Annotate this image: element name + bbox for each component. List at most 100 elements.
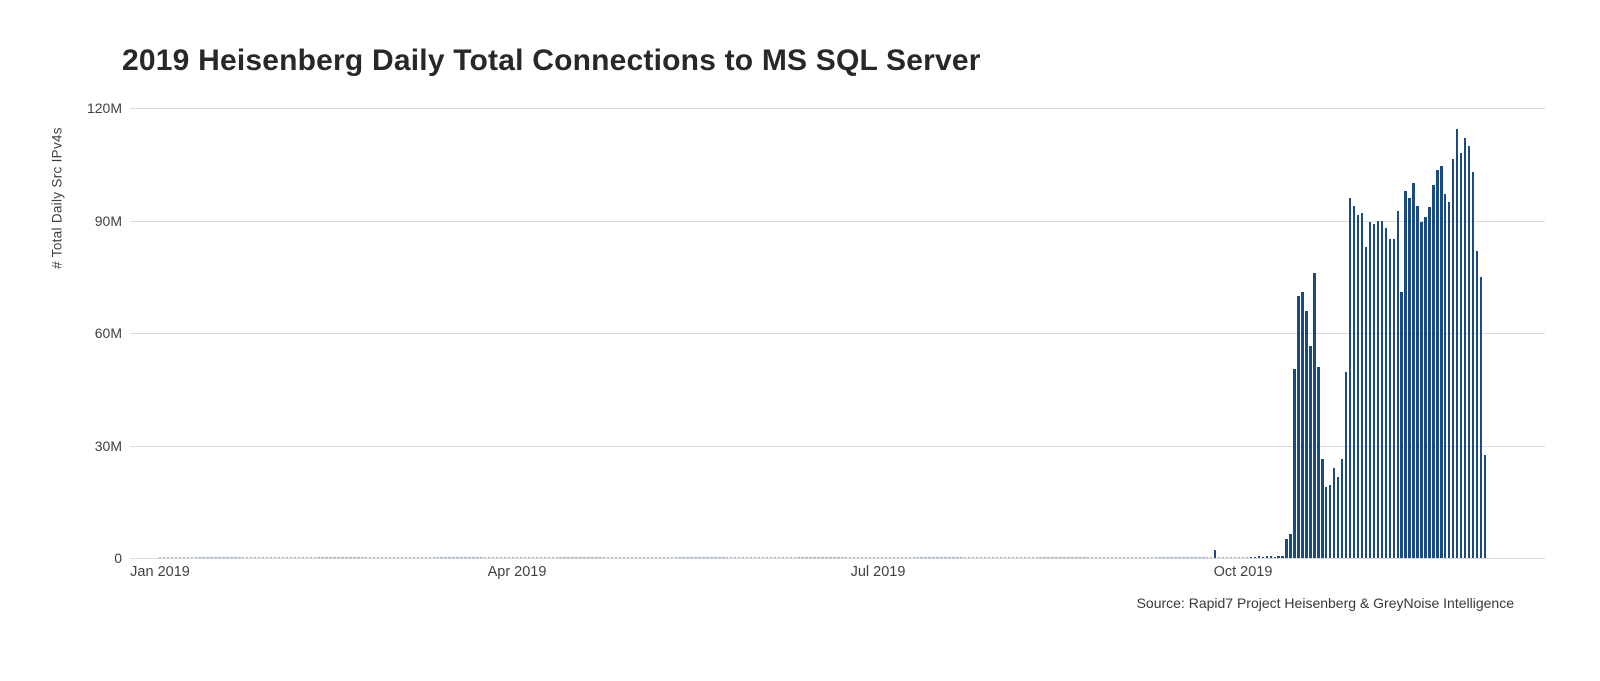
daily-bar <box>1206 557 1209 558</box>
daily-bar <box>206 557 209 558</box>
daily-bar <box>1134 557 1138 558</box>
daily-bar <box>531 557 535 558</box>
daily-bar <box>1015 557 1019 558</box>
daily-bar <box>1198 557 1201 558</box>
daily-bar <box>1114 557 1118 558</box>
daily-bar <box>583 557 586 558</box>
daily-bar <box>1376 220 1380 558</box>
daily-bar <box>964 557 967 558</box>
daily-bar <box>1182 557 1185 558</box>
daily-bar <box>979 557 983 558</box>
daily-bar <box>218 557 221 558</box>
daily-bar <box>1027 557 1030 558</box>
gridline <box>130 108 1545 109</box>
daily-bar <box>281 557 285 558</box>
daily-bar <box>515 557 519 558</box>
daily-bar <box>849 557 852 558</box>
daily-bar <box>1083 557 1086 558</box>
daily-bar <box>380 557 384 558</box>
daily-bar <box>607 557 610 558</box>
daily-bar <box>317 557 320 558</box>
y-tick-label: 60M <box>94 325 122 341</box>
daily-bar <box>499 557 503 558</box>
daily-bar <box>488 557 491 558</box>
daily-bar <box>539 557 543 558</box>
daily-bar <box>1392 239 1395 558</box>
daily-bar <box>1043 557 1046 558</box>
daily-bar <box>912 557 915 558</box>
daily-bar <box>1023 557 1026 558</box>
daily-bar <box>444 557 447 558</box>
daily-bar <box>924 557 927 558</box>
daily-bar <box>690 557 693 558</box>
daily-bar <box>1158 557 1161 558</box>
daily-bar <box>1424 216 1427 558</box>
daily-bar <box>309 557 312 558</box>
daily-bar <box>952 557 955 558</box>
daily-bar <box>460 557 463 558</box>
daily-bar <box>289 557 293 558</box>
daily-bar <box>726 557 729 558</box>
daily-bar <box>730 557 733 558</box>
daily-bar <box>1178 557 1181 558</box>
daily-bar <box>503 557 507 558</box>
daily-bar <box>1249 556 1253 558</box>
daily-bar <box>1186 557 1189 558</box>
daily-bar <box>226 557 229 558</box>
daily-bar <box>424 557 427 558</box>
daily-bar <box>872 557 876 558</box>
daily-bar <box>809 557 812 558</box>
daily-bar <box>1301 291 1304 558</box>
daily-bar <box>626 557 630 558</box>
daily-bar <box>273 557 277 558</box>
daily-bar <box>630 557 634 558</box>
daily-bar <box>1051 557 1054 558</box>
daily-bar <box>202 557 205 558</box>
daily-bar <box>1150 557 1153 558</box>
daily-bar <box>741 557 745 558</box>
daily-bar <box>1075 557 1078 558</box>
daily-bar <box>1154 557 1157 558</box>
daily-bar <box>856 557 860 558</box>
daily-bar <box>567 557 570 558</box>
daily-bar <box>860 557 864 558</box>
daily-bar <box>1019 557 1023 558</box>
daily-bar <box>1174 557 1177 558</box>
daily-bar <box>1459 153 1463 558</box>
daily-bar <box>753 557 757 558</box>
daily-bar <box>714 557 717 558</box>
daily-bar <box>650 557 654 558</box>
daily-bar <box>1217 557 1221 558</box>
daily-bar <box>527 557 531 558</box>
daily-bar <box>694 557 697 558</box>
daily-bar <box>174 557 178 558</box>
x-tick-label: Oct 2019 <box>1213 564 1273 580</box>
daily-bar <box>261 557 265 558</box>
daily-bar <box>745 557 749 558</box>
daily-bar <box>547 557 550 558</box>
daily-bar <box>384 557 388 558</box>
daily-bar <box>880 557 884 558</box>
daily-bar <box>968 557 971 558</box>
daily-bar <box>277 557 281 558</box>
daily-bar <box>749 557 753 558</box>
daily-bar <box>480 557 483 558</box>
daily-bar <box>817 557 820 558</box>
daily-bar <box>349 557 352 558</box>
daily-bar <box>1479 276 1483 558</box>
daily-bar <box>1344 372 1348 558</box>
gridline <box>130 445 1545 447</box>
daily-bar <box>916 557 919 558</box>
daily-bar <box>1225 557 1229 558</box>
daily-bar <box>242 557 245 558</box>
daily-bar <box>698 557 701 558</box>
daily-bar <box>706 557 709 558</box>
daily-bar <box>1055 557 1058 558</box>
daily-bar <box>960 557 963 558</box>
daily-bar <box>170 557 174 558</box>
daily-bar <box>575 557 578 558</box>
daily-bar <box>1063 557 1066 558</box>
daily-bar <box>1317 366 1320 558</box>
daily-bar <box>162 557 166 558</box>
daily-bar <box>900 557 904 558</box>
